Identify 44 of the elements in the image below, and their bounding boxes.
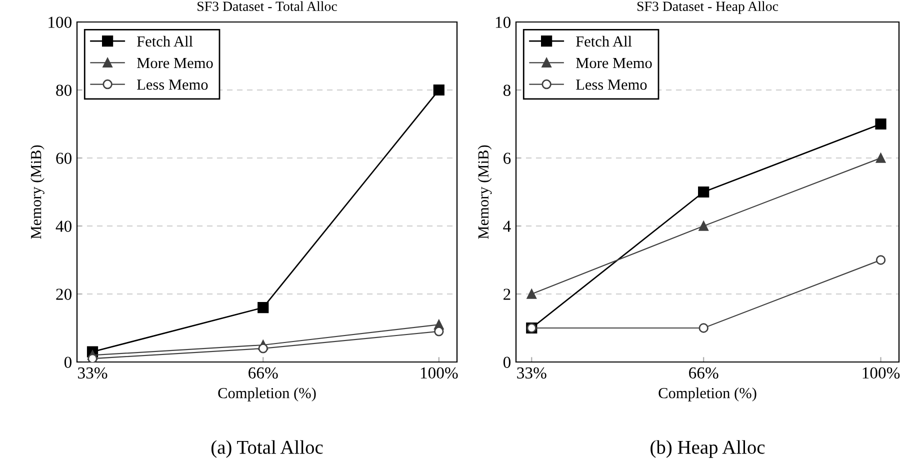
point xyxy=(433,84,444,96)
point xyxy=(876,255,886,265)
y-tick-label: 4 xyxy=(503,220,511,232)
legend-label: Less Memo xyxy=(137,80,208,90)
x-tick-label: 100% xyxy=(420,367,458,379)
y-axis-title: Memory (MiB) xyxy=(30,145,44,239)
text: (a) Total Alloc xyxy=(211,440,323,458)
y-tick-label: 60 xyxy=(56,152,72,164)
y-tick-label: 8 xyxy=(503,84,511,96)
legend-label: Fetch All xyxy=(576,36,632,47)
point xyxy=(258,344,268,354)
y-tick-label: 6 xyxy=(504,152,511,164)
x-tick-label: 66% xyxy=(689,367,718,379)
x-axis-title: Completion (%) xyxy=(658,388,756,402)
legend-label: More Memo xyxy=(576,58,652,68)
point xyxy=(698,323,708,333)
y-tick-label: 40 xyxy=(56,220,72,232)
y-tick-label: 0 xyxy=(64,356,72,368)
point xyxy=(258,302,269,314)
chart-title: SF3 Dataset - Total Alloc xyxy=(198,1,337,12)
point xyxy=(698,186,710,198)
point xyxy=(875,118,886,130)
legend-label: Fetch All xyxy=(137,36,193,47)
y-tick-label: 10 xyxy=(496,16,511,28)
y-tick-label: 0 xyxy=(503,356,511,368)
point xyxy=(526,289,536,299)
y-tick-label: 100 xyxy=(48,16,72,28)
legend-label: Less Memo xyxy=(576,80,647,90)
y-tick-label: 80 xyxy=(56,84,72,96)
y-tick-label: 20 xyxy=(56,288,72,300)
y-axis-title: Memory (MiB) xyxy=(478,145,492,239)
chart-title: SF3 Dataset - Heap Alloc xyxy=(637,1,778,14)
x-tick-label: 33% xyxy=(78,367,108,379)
legend-label: More Memo xyxy=(137,58,213,68)
x-axis-title: Completion (%) xyxy=(218,388,316,402)
x-tick-label: 100% xyxy=(862,367,900,379)
point xyxy=(88,354,98,362)
x-tick-label: 66% xyxy=(248,367,278,379)
point xyxy=(434,326,444,336)
y-tick-label: 2 xyxy=(504,288,510,300)
point xyxy=(698,221,708,231)
text: (b) Heap Alloc xyxy=(650,440,765,458)
x-tick-label: 33% xyxy=(517,367,546,379)
point xyxy=(876,153,886,163)
